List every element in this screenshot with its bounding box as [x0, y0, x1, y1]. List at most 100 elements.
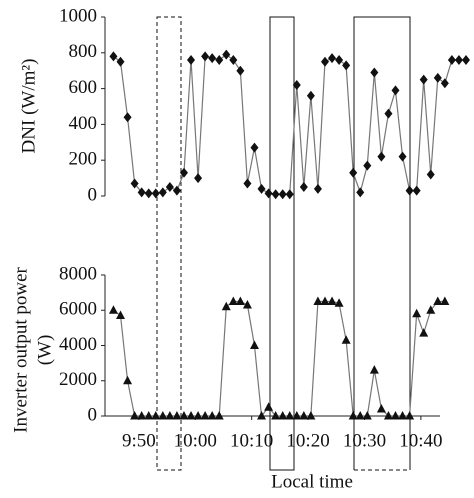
y-tick-label: 200: [69, 149, 98, 170]
data-point: [151, 188, 160, 199]
data-point: [348, 411, 358, 420]
data-point: [419, 328, 429, 337]
data-point: [398, 151, 407, 162]
data-point: [264, 402, 274, 411]
data-point: [292, 80, 301, 91]
data-point: [200, 411, 210, 420]
y-axis-label: (W): [34, 335, 55, 366]
series-line: [113, 300, 445, 418]
data-point: [462, 54, 470, 65]
data-point: [383, 411, 393, 420]
data-point: [369, 365, 379, 374]
data-point: [116, 310, 126, 320]
data-point: [172, 185, 181, 196]
data-point: [342, 60, 351, 71]
data-point: [433, 296, 443, 305]
data-point: [285, 411, 295, 420]
data-point: [123, 375, 133, 385]
data-point: [363, 160, 372, 171]
data-point: [356, 187, 365, 198]
data-point: [123, 112, 132, 123]
data-point: [187, 54, 196, 65]
data-point: [257, 183, 266, 194]
data-point: [454, 54, 463, 65]
data-point: [292, 411, 302, 420]
data-point: [201, 51, 210, 62]
data-point: [285, 189, 294, 200]
data-point: [320, 56, 329, 67]
data-point: [405, 185, 414, 196]
data-point: [419, 74, 428, 85]
dashed-box: [156, 16, 182, 471]
data-point: [278, 411, 288, 420]
data-point: [426, 169, 435, 180]
data-point: [172, 411, 182, 420]
data-point: [130, 411, 140, 420]
highlight-boxes: [156, 16, 411, 471]
x-tick-label: 10:20: [286, 430, 329, 451]
y-tick-label: 0: [88, 404, 98, 425]
data-point: [116, 56, 125, 67]
data-point: [236, 65, 245, 76]
data-point: [193, 411, 203, 420]
solid-box: [269, 16, 295, 471]
x-tick-label: 9:50: [122, 430, 156, 451]
data-point: [165, 411, 175, 420]
data-point: [137, 411, 147, 420]
data-point: [334, 298, 344, 307]
y-tick-label: 600: [69, 77, 98, 98]
data-point: [390, 411, 400, 420]
data-point: [228, 296, 238, 305]
data-point: [426, 305, 436, 314]
data-point: [243, 178, 252, 189]
data-point: [405, 411, 415, 420]
data-point: [215, 54, 224, 65]
data-point: [306, 411, 316, 420]
x-tick-label: 10:00: [174, 430, 217, 451]
data-point: [313, 183, 322, 194]
data-point: [208, 53, 217, 64]
x-tick-label: 10:40: [399, 430, 442, 451]
solid-box: [353, 16, 411, 470]
y-tick-label: 800: [69, 41, 98, 62]
data-point: [349, 167, 358, 178]
y-tick-label: 400: [69, 113, 98, 134]
y-tick-label: 1000: [59, 5, 97, 26]
data-point: [221, 301, 231, 311]
y-tick-label: 4000: [59, 334, 97, 355]
data-point: [214, 411, 224, 420]
data-point: [108, 305, 118, 314]
data-point: [109, 51, 118, 62]
data-point: [355, 411, 365, 420]
data-point: [151, 411, 161, 420]
data-point: [412, 185, 421, 196]
data-point: [370, 67, 379, 78]
data-point: [362, 411, 372, 420]
data-point: [271, 189, 280, 200]
data-point: [229, 54, 238, 65]
data-point: [158, 411, 168, 420]
data-point: [278, 189, 287, 200]
data-point: [144, 188, 153, 199]
data-point: [299, 182, 308, 193]
data-point: [327, 296, 337, 305]
data-point: [433, 72, 442, 83]
data-point: [222, 49, 231, 60]
data-point: [412, 308, 422, 318]
data-point: [250, 142, 259, 153]
data-point: [165, 182, 174, 193]
data-point: [384, 108, 393, 119]
data-point: [299, 411, 309, 420]
data-point: [440, 296, 450, 305]
data-point: [194, 173, 203, 184]
data-point: [320, 296, 330, 305]
data-point: [264, 188, 273, 199]
y-tick-label: 2000: [59, 369, 97, 390]
data-point: [376, 403, 386, 413]
data-point: [447, 54, 456, 65]
data-point: [398, 411, 408, 420]
data-point: [335, 54, 344, 65]
data-point: [341, 335, 351, 344]
data-point: [242, 299, 252, 309]
